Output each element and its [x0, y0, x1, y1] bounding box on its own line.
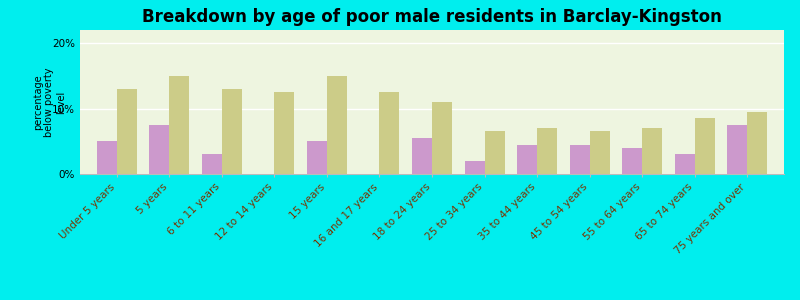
Bar — [202, 154, 222, 174]
Bar — [727, 125, 747, 174]
Title: Breakdown by age of poor male residents in Barclay-Kingston: Breakdown by age of poor male residents … — [142, 8, 722, 26]
Bar — [517, 145, 537, 174]
Bar — [590, 131, 610, 174]
Bar — [170, 76, 190, 174]
Bar — [432, 102, 452, 174]
Bar — [327, 76, 347, 174]
Bar — [570, 145, 590, 174]
Bar — [622, 148, 642, 174]
Bar — [747, 112, 767, 174]
Bar — [379, 92, 399, 174]
Bar — [642, 128, 662, 174]
Bar — [412, 138, 432, 174]
Bar — [307, 141, 327, 174]
Bar — [117, 89, 137, 174]
Bar — [485, 131, 505, 174]
Bar — [694, 118, 714, 174]
Bar — [537, 128, 557, 174]
Bar — [150, 125, 170, 174]
Bar — [222, 89, 242, 174]
Y-axis label: percentage
below poverty
level: percentage below poverty level — [33, 67, 66, 137]
Bar — [274, 92, 294, 174]
Bar — [674, 154, 694, 174]
Bar — [465, 161, 485, 174]
Bar — [97, 141, 117, 174]
